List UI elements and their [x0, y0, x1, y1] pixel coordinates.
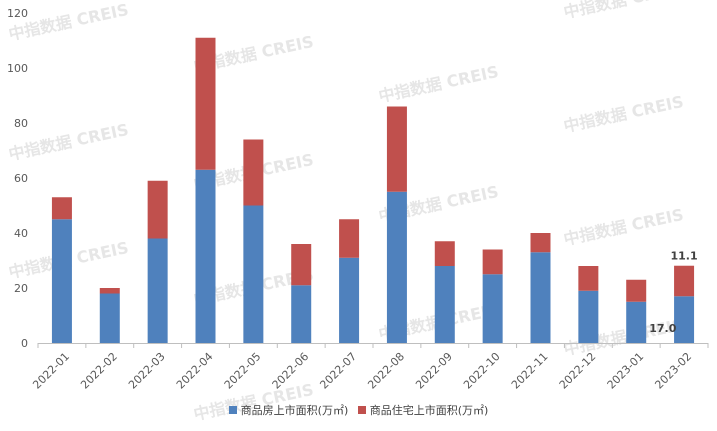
x-tick-label: 2022-02: [78, 350, 120, 392]
x-tick-label: 2022-05: [222, 350, 264, 392]
bar-residential-2023-01: [626, 279, 647, 302]
x-tick-label: 2022-07: [317, 350, 359, 392]
bar-residential-2022-02: [99, 288, 120, 294]
y-tick-label: 80: [14, 117, 28, 130]
legend-swatch-residential: [357, 406, 366, 414]
bar-commercial-2022-05: [243, 205, 264, 343]
x-tick-label: 2022-10: [461, 350, 503, 392]
bars-layer: [51, 37, 695, 343]
bar-residential-2022-06: [291, 244, 312, 286]
bar-commercial-2022-12: [578, 290, 599, 343]
y-tick-label: 60: [14, 172, 28, 185]
bar-residential-2023-02: [674, 265, 695, 297]
bar-residential-2022-04: [195, 37, 216, 170]
x-tick-label: 2022-11: [509, 350, 551, 392]
y-tick-label: 100: [7, 62, 28, 75]
data-label-2023-01: 17.0: [649, 322, 676, 335]
watermark-text: 中指数据 CREIS: [562, 92, 685, 136]
watermark-text: 中指数据 CREIS: [377, 62, 500, 106]
bar-commercial-2022-01: [51, 219, 72, 343]
bar-commercial-2023-01: [626, 301, 647, 343]
bar-residential-2022-09: [434, 241, 455, 266]
legend-label-residential: 商品住宅上市面积(万㎡): [369, 404, 489, 417]
bar-residential-2022-01: [51, 197, 72, 220]
x-tick-label: 2022-03: [126, 350, 168, 392]
x-tick-label: 2022-08: [365, 350, 407, 392]
bar-residential-2022-03: [147, 180, 168, 239]
watermark-text: 中指数据 CREIS: [562, 0, 685, 22]
y-tick-label: 0: [21, 337, 28, 350]
bar-commercial-2023-02: [674, 296, 695, 343]
bar-residential-2022-12: [578, 266, 599, 291]
legend-item-commercial: 商品房上市面积(万㎡): [228, 402, 349, 418]
legend: 商品房上市面积(万㎡) 商品住宅上市面积(万㎡): [0, 402, 717, 418]
bar-commercial-2022-03: [147, 238, 168, 343]
legend-item-residential: 商品住宅上市面积(万㎡): [357, 402, 489, 418]
bar-commercial-2022-11: [530, 252, 551, 343]
x-tick-label: 2022-04: [174, 350, 216, 392]
y-tick-label: 40: [14, 227, 28, 240]
y-tick-label: 20: [14, 282, 28, 295]
bar-commercial-2022-07: [339, 257, 360, 343]
x-tick-label: 2022-09: [413, 350, 455, 392]
bar-residential-2022-10: [482, 249, 503, 275]
bar-residential-2022-08: [386, 106, 407, 192]
x-tick-label: 2023-01: [605, 350, 647, 392]
y-tick-label: 120: [7, 7, 28, 20]
x-tick-label: 2022-01: [30, 350, 72, 392]
bar-commercial-2022-08: [386, 191, 407, 343]
data-label-2023-02: 11.1: [671, 250, 698, 263]
x-tick-label: 2023-02: [652, 350, 694, 392]
bar-commercial-2022-10: [482, 274, 503, 343]
legend-swatch-commercial: [228, 406, 237, 414]
bar-residential-2022-05: [243, 139, 264, 206]
bar-commercial-2022-02: [99, 293, 120, 343]
bar-residential-2022-11: [530, 233, 551, 253]
watermark-text: 中指数据 CREIS: [562, 205, 685, 249]
bar-commercial-2022-04: [195, 169, 216, 343]
legend-label-commercial: 商品房上市面积(万㎡): [240, 404, 349, 417]
bar-commercial-2022-09: [434, 266, 455, 343]
bar-commercial-2022-06: [291, 285, 312, 343]
data-labels-layer: 17.0 11.1: [649, 250, 697, 335]
bar-residential-2022-07: [339, 219, 360, 258]
